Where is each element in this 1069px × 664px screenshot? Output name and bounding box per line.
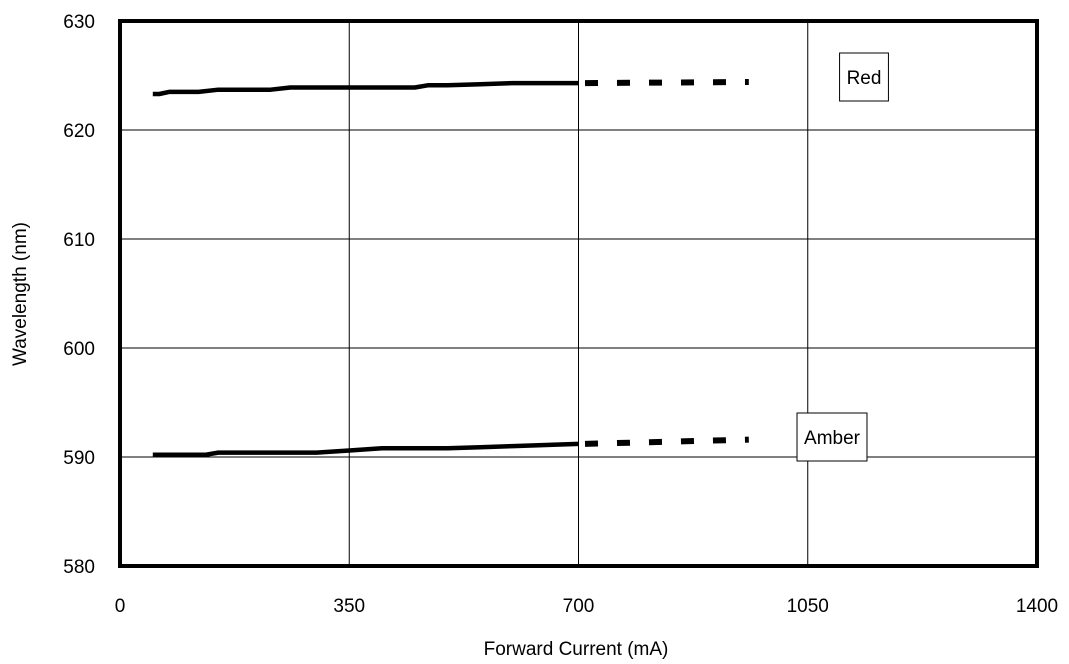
y-tick-label: 610 — [63, 230, 95, 251]
x-tick-label: 700 — [563, 596, 595, 617]
y-tick-label: 620 — [63, 121, 95, 142]
x-tick-label: 0 — [115, 596, 126, 617]
y-tick-label: 630 — [63, 12, 95, 33]
x-tick-label: 1400 — [1016, 596, 1058, 617]
series-dashed-red — [585, 82, 749, 83]
y-tick-label: 600 — [63, 339, 95, 360]
x-tick-label: 1050 — [787, 596, 829, 617]
series-line-amber — [153, 444, 579, 455]
series-lines — [153, 82, 749, 455]
series-label-amber: Amber — [797, 413, 867, 461]
y-tick-labels: 580 590 600 610 620 630 — [63, 12, 95, 578]
series-label-text: Red — [847, 68, 882, 89]
y-axis-title: Wavelength (nm) — [10, 222, 31, 366]
x-axis-title: Forward Current (mA) — [484, 639, 669, 660]
series-dashed-amber — [585, 440, 749, 444]
grid-lines — [120, 21, 1037, 566]
series-labels: Red Amber — [797, 53, 888, 461]
x-tick-labels: 0 350 700 1050 1400 — [115, 596, 1058, 617]
y-tick-label: 580 — [63, 557, 95, 578]
series-label-red: Red — [840, 53, 889, 101]
series-line-red — [153, 83, 579, 94]
y-tick-label: 590 — [63, 448, 95, 469]
x-tick-label: 350 — [333, 596, 365, 617]
series-label-text: Amber — [804, 428, 861, 449]
